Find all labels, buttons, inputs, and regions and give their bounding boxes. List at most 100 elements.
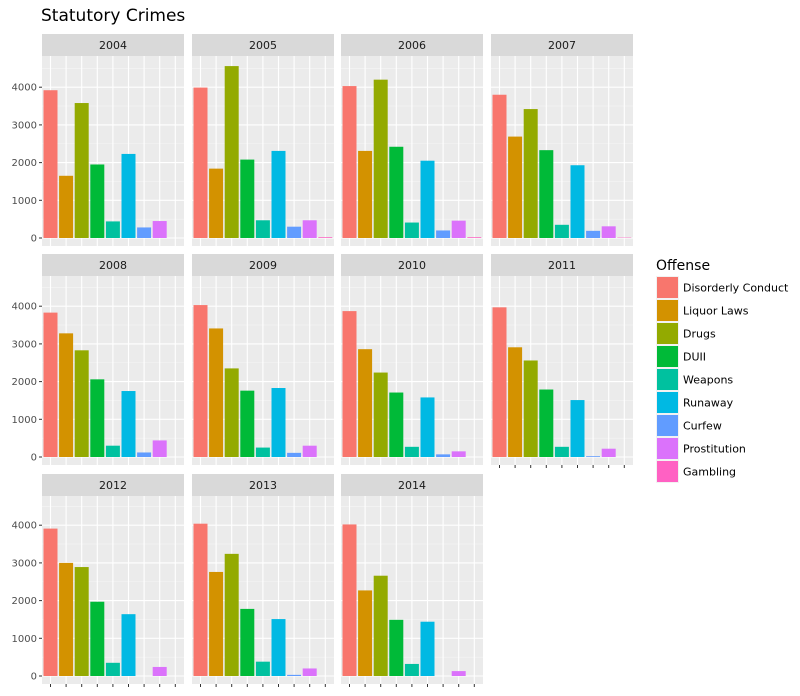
bar-gambling [318, 237, 333, 238]
bar-weapons [255, 447, 270, 457]
legend-swatch [657, 438, 678, 459]
bar-duii [240, 390, 255, 457]
y-tick-label: 0 [31, 672, 37, 683]
facet-strip [192, 474, 334, 496]
bar-runaway [570, 165, 585, 238]
legend-label: Weapons [683, 374, 733, 387]
bar-duii [539, 389, 554, 457]
y-tick-label: 4000 [12, 521, 37, 532]
legend-swatch [657, 346, 678, 367]
legend-swatch [657, 323, 678, 344]
facet-strip-label: 2013 [249, 479, 277, 492]
bar-disorderly-conduct [43, 90, 58, 238]
bar-weapons [105, 221, 120, 238]
bar-liquor-laws [508, 347, 523, 457]
bar-runaway [570, 400, 585, 457]
facet-panel: 2009 [192, 254, 334, 465]
bar-liquor-laws [59, 333, 74, 457]
bar-disorderly-conduct [492, 94, 507, 239]
legend-label: Disorderly Conduct [683, 282, 789, 295]
facet-panel: 2004 0 1000 2000 3000 4000 [12, 34, 184, 246]
bar-weapons [554, 446, 569, 457]
facet-strip-label: 2008 [99, 259, 127, 272]
bar-drugs [224, 553, 239, 676]
bar-curfew [586, 230, 601, 238]
bar-liquor-laws [508, 136, 523, 238]
y-tick-label: 1000 [12, 415, 37, 426]
facet-panel: 2011 [491, 254, 633, 468]
bar-disorderly-conduct [43, 312, 58, 457]
bar-weapons [404, 663, 419, 676]
legend-label: Drugs [683, 328, 716, 341]
bar-runaway [271, 619, 286, 676]
bar-disorderly-conduct [43, 528, 58, 676]
bar-prostitution [451, 220, 466, 238]
facet-strip [42, 474, 184, 496]
facet-strip [42, 254, 184, 276]
y-tick-label: 2000 [12, 596, 37, 607]
facet-strip-label: 2007 [548, 39, 576, 52]
legend-label: Liquor Laws [683, 305, 749, 318]
bar-prostitution [451, 451, 466, 457]
bar-runaway [420, 397, 435, 457]
bar-prostitution [152, 440, 167, 457]
legend-swatch [657, 277, 678, 298]
bar-liquor-laws [209, 168, 224, 238]
facet-strip [341, 34, 483, 56]
facet-strip-label: 2011 [548, 259, 576, 272]
bar-duii [240, 159, 255, 238]
facet-strip [341, 474, 483, 496]
facet-panel: 2012 0 1000 2000 3000 4000 [12, 474, 184, 687]
bar-gambling [467, 237, 482, 238]
bar-runaway [121, 391, 136, 457]
bar-curfew [137, 452, 152, 457]
bar-runaway [121, 153, 136, 238]
bar-prostitution [152, 666, 167, 676]
bar-duii [389, 146, 404, 238]
bar-duii [90, 601, 105, 676]
bar-weapons [404, 222, 419, 238]
bar-drugs [373, 372, 388, 457]
facet-strip-label: 2014 [398, 479, 426, 492]
facet-strip [341, 254, 483, 276]
bar-drugs [74, 567, 89, 676]
bar-weapons [255, 220, 270, 238]
bar-duii [240, 608, 255, 676]
bar-runaway [271, 388, 286, 457]
bar-liquor-laws [59, 562, 74, 676]
facet-panel: 2005 [192, 34, 334, 246]
bar-disorderly-conduct [193, 523, 208, 676]
facet-strip-label: 2009 [249, 259, 277, 272]
legend-swatch [657, 300, 678, 321]
bar-prostitution [451, 671, 466, 676]
bar-drugs [373, 575, 388, 676]
legend-swatch [657, 415, 678, 436]
bar-disorderly-conduct [342, 86, 357, 238]
bar-disorderly-conduct [342, 311, 357, 457]
bar-liquor-laws [358, 150, 373, 238]
bar-drugs [74, 103, 89, 238]
bar-prostitution [302, 668, 317, 676]
bar-runaway [420, 621, 435, 676]
bar-curfew [586, 456, 601, 457]
bar-curfew [287, 226, 302, 238]
bar-liquor-laws [209, 571, 224, 676]
bar-weapons [105, 445, 120, 457]
facet-panel: 2006 [341, 34, 483, 246]
y-tick-label: 1000 [12, 634, 37, 645]
bar-duii [389, 392, 404, 457]
y-tick-label: 3000 [12, 558, 37, 569]
y-tick-label: 4000 [12, 302, 37, 313]
bar-prostitution [152, 221, 167, 238]
bar-curfew [137, 227, 152, 238]
facet-strip [491, 34, 633, 56]
y-tick-label: 3000 [12, 120, 37, 131]
facet-panel: 2010 [341, 254, 483, 465]
bar-prostitution [601, 226, 616, 238]
legend-swatch [657, 369, 678, 390]
bar-runaway [271, 150, 286, 238]
facet-strip [192, 254, 334, 276]
y-tick-label: 2000 [12, 377, 37, 388]
bar-liquor-laws [358, 590, 373, 676]
